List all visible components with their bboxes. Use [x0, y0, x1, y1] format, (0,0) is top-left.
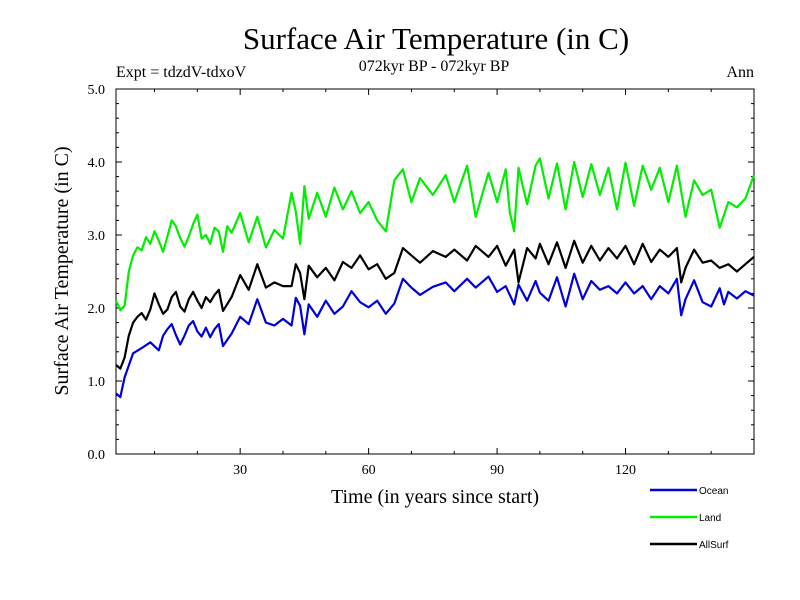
legend-label-land: Land — [699, 513, 721, 524]
y-tick-label: 1.0 — [88, 375, 106, 390]
period-label: Ann — [726, 64, 754, 81]
y-tick-label: 3.0 — [88, 229, 106, 244]
legend: Ocean Land AllSurf — [650, 486, 729, 551]
series-line-ocean — [115, 272, 755, 399]
y-axis-label: Surface Air Temperature (in C) — [51, 146, 73, 395]
experiment-label: Expt = tdzdV-tdxoV — [116, 64, 247, 81]
x-axis-label: Time (in years since start) — [331, 486, 539, 508]
series-line-allsurf — [115, 239, 755, 370]
x-tick-label: 120 — [615, 463, 636, 478]
y-tick-label: 2.0 — [88, 302, 106, 317]
plot-frame — [115, 88, 755, 455]
series-line-land — [114, 157, 756, 312]
y-axis: 0.0 1.0 2.0 3.0 4.0 5.0 — [88, 83, 754, 463]
x-axis: 30 60 90 120 — [154, 89, 712, 478]
y-tick-label: 0.0 — [88, 448, 106, 463]
chart-title: Surface Air Temperature (in C) — [243, 21, 629, 56]
y-tick-label: 5.0 — [88, 83, 106, 98]
x-tick-label: 60 — [362, 463, 376, 478]
x-tick-label: 30 — [233, 463, 247, 478]
series-lines — [114, 157, 756, 399]
chart-subtitle: 072kyr BP - 072kyr BP — [359, 58, 510, 75]
y-tick-label: 4.0 — [88, 156, 106, 171]
legend-label-ocean: Ocean — [699, 486, 728, 497]
x-tick-label: 90 — [490, 463, 504, 478]
legend-label-allsurf: AllSurf — [699, 540, 729, 551]
